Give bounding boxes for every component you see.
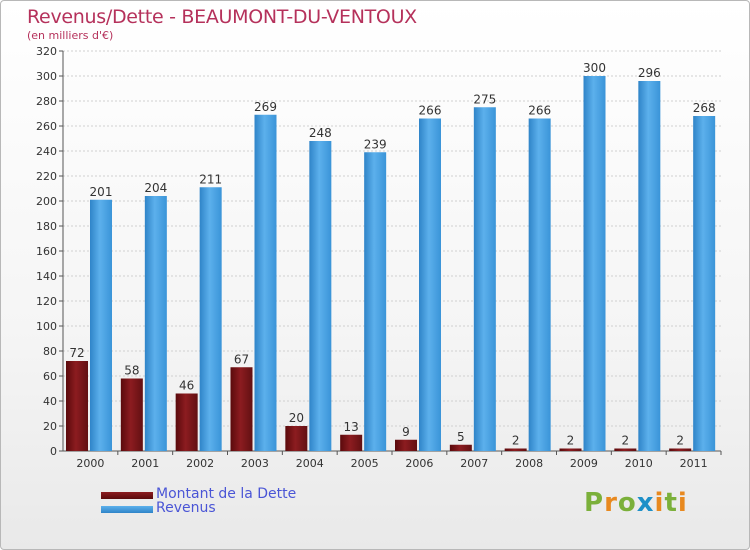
data-label-debt: 2: [567, 434, 575, 448]
x-tick-label: 2011: [680, 457, 708, 470]
data-label-debt: 9: [402, 425, 410, 439]
logo-letter: o: [617, 488, 637, 518]
y-tick-label: 20: [43, 420, 57, 433]
x-tick-label: 2010: [625, 457, 653, 470]
data-label-revenus: 211: [199, 172, 222, 186]
proxiti-logo: Proxiti: [584, 488, 688, 518]
y-tick-label: 100: [36, 320, 57, 333]
bar-revenus: [90, 199, 112, 451]
bar-debt: [66, 361, 88, 451]
logo-letter: P: [584, 488, 605, 518]
data-label-revenus: 239: [364, 137, 387, 151]
data-label-revenus: 248: [309, 126, 332, 140]
x-tick-label: 2005: [351, 457, 379, 470]
x-tick-label: 2001: [131, 457, 159, 470]
bar-revenus: [473, 107, 496, 451]
data-label-revenus: 201: [90, 185, 113, 199]
y-tick-label: 240: [36, 145, 57, 158]
data-label-revenus: 269: [254, 100, 277, 114]
chart-title: Revenus/Dette - BEAUMONT-DU-VENTOUX: [27, 6, 417, 28]
bar-revenus: [144, 196, 167, 451]
logo-letter: x: [636, 488, 655, 518]
x-tick-label: 2009: [570, 457, 598, 470]
y-tick-label: 160: [36, 245, 57, 258]
bar-debt: [395, 439, 417, 451]
data-label-debt: 2: [512, 434, 520, 448]
y-tick-label: 60: [43, 370, 57, 383]
logo-letter: i: [654, 488, 665, 518]
y-tick-label: 40: [43, 395, 57, 408]
logo-letter: t: [664, 488, 678, 518]
data-label-revenus: 300: [583, 61, 606, 75]
data-label-debt: 46: [179, 379, 194, 393]
x-tick-label: 2007: [460, 457, 488, 470]
bar-debt: [504, 448, 527, 451]
bar-revenus: [583, 76, 606, 451]
legend-swatch-revenus: [101, 506, 153, 513]
x-tick-label: 2003: [241, 457, 269, 470]
bar-revenus: [309, 141, 332, 451]
y-tick-label: 120: [36, 295, 57, 308]
legend-swatch-debt: [101, 492, 153, 499]
bar-debt: [230, 367, 253, 451]
data-label-revenus: 204: [144, 181, 167, 195]
bar-revenus: [254, 114, 277, 451]
bar-debt: [340, 434, 363, 451]
bar-debt: [669, 448, 692, 451]
data-label-debt: 67: [234, 352, 249, 366]
logo-letter: i: [677, 488, 688, 518]
bar-revenus: [199, 187, 222, 451]
y-tick-label: 260: [36, 120, 57, 133]
x-tick-label: 2008: [515, 457, 543, 470]
data-label-revenus: 296: [638, 66, 661, 80]
y-tick-label: 80: [43, 345, 57, 358]
data-label-debt: 72: [69, 346, 84, 360]
data-label-debt: 5: [457, 430, 465, 444]
bar-debt: [285, 426, 308, 451]
legend-label-revenus: Revenus: [156, 500, 216, 516]
bar-revenus: [364, 152, 387, 451]
bar-debt: [559, 448, 582, 451]
chart-subtitle: (en milliers d'€): [27, 29, 114, 42]
y-tick-label: 180: [36, 220, 57, 233]
bar-debt: [449, 444, 472, 451]
data-label-debt: 13: [344, 420, 359, 434]
bar-debt: [120, 378, 143, 451]
y-tick-label: 220: [36, 170, 57, 183]
y-tick-label: 320: [36, 45, 57, 58]
x-tick-label: 2000: [76, 457, 104, 470]
y-tick-label: 0: [50, 445, 57, 458]
y-tick-label: 200: [36, 195, 57, 208]
x-tick-label: 2006: [405, 457, 433, 470]
data-label-debt: 2: [622, 434, 630, 448]
bar-revenus: [638, 81, 661, 451]
data-label-debt: 2: [676, 434, 684, 448]
y-tick-label: 140: [36, 270, 57, 283]
data-label-revenus: 266: [419, 104, 442, 118]
bar-debt: [614, 448, 637, 451]
legend-label-debt: Montant de la Dette: [156, 486, 297, 502]
data-label-debt: 58: [124, 364, 139, 378]
data-label-revenus: 268: [693, 101, 716, 115]
bar-revenus: [419, 118, 441, 451]
y-tick-label: 280: [36, 95, 57, 108]
bar-revenus: [693, 116, 716, 451]
data-label-debt: 20: [289, 411, 304, 425]
bar-debt: [175, 393, 198, 451]
y-tick-label: 300: [36, 70, 57, 83]
x-tick-label: 2002: [186, 457, 214, 470]
data-label-revenus: 275: [473, 92, 496, 106]
logo-letter: r: [604, 488, 618, 518]
data-label-revenus: 266: [528, 104, 551, 118]
x-tick-label: 2004: [296, 457, 324, 470]
bar-revenus: [528, 118, 551, 451]
